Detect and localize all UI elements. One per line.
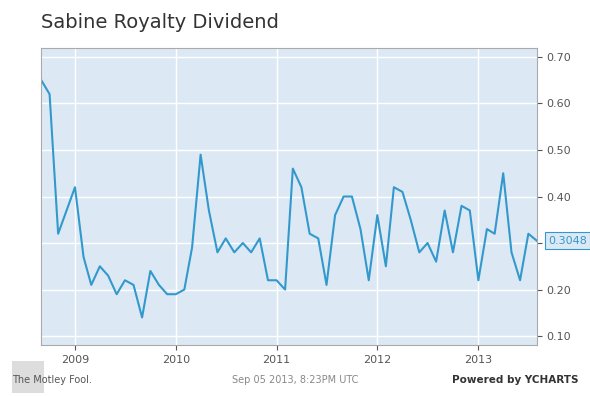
Text: Sep 05 2013, 8:23PM UTC: Sep 05 2013, 8:23PM UTC bbox=[232, 375, 358, 385]
Text: The Motley Fool.: The Motley Fool. bbox=[12, 375, 91, 385]
Text: Sabine Royalty Dividend: Sabine Royalty Dividend bbox=[41, 13, 279, 32]
Text: Powered by YCHARTS: Powered by YCHARTS bbox=[452, 375, 578, 385]
Text: 0.3048: 0.3048 bbox=[548, 236, 587, 246]
